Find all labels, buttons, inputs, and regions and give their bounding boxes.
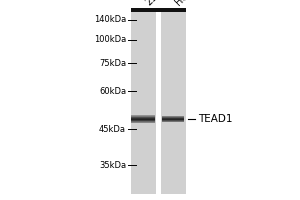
Bar <box>131 121 155 122</box>
Bar <box>162 118 184 119</box>
Bar <box>130 11 156 194</box>
Text: 45kDa: 45kDa <box>99 124 126 134</box>
Bar <box>131 118 155 119</box>
Bar <box>130 8 186 12</box>
Text: 293T: 293T <box>143 0 168 8</box>
Text: 60kDa: 60kDa <box>99 86 126 96</box>
Bar <box>162 119 184 120</box>
Text: TEAD1: TEAD1 <box>198 114 232 124</box>
Bar <box>131 115 155 116</box>
Bar <box>162 121 184 122</box>
Bar <box>162 116 184 117</box>
Bar <box>162 120 184 121</box>
Bar <box>131 117 155 118</box>
Bar <box>131 119 155 120</box>
Text: 75kDa: 75kDa <box>99 58 126 68</box>
Text: 100kDa: 100kDa <box>94 36 126 45</box>
Bar <box>160 11 186 194</box>
Text: 140kDa: 140kDa <box>94 16 126 24</box>
Bar <box>162 117 184 118</box>
Bar <box>131 120 155 121</box>
Text: HeLa: HeLa <box>173 0 198 8</box>
Bar <box>131 116 155 117</box>
Bar <box>131 122 155 123</box>
Text: 35kDa: 35kDa <box>99 160 126 170</box>
